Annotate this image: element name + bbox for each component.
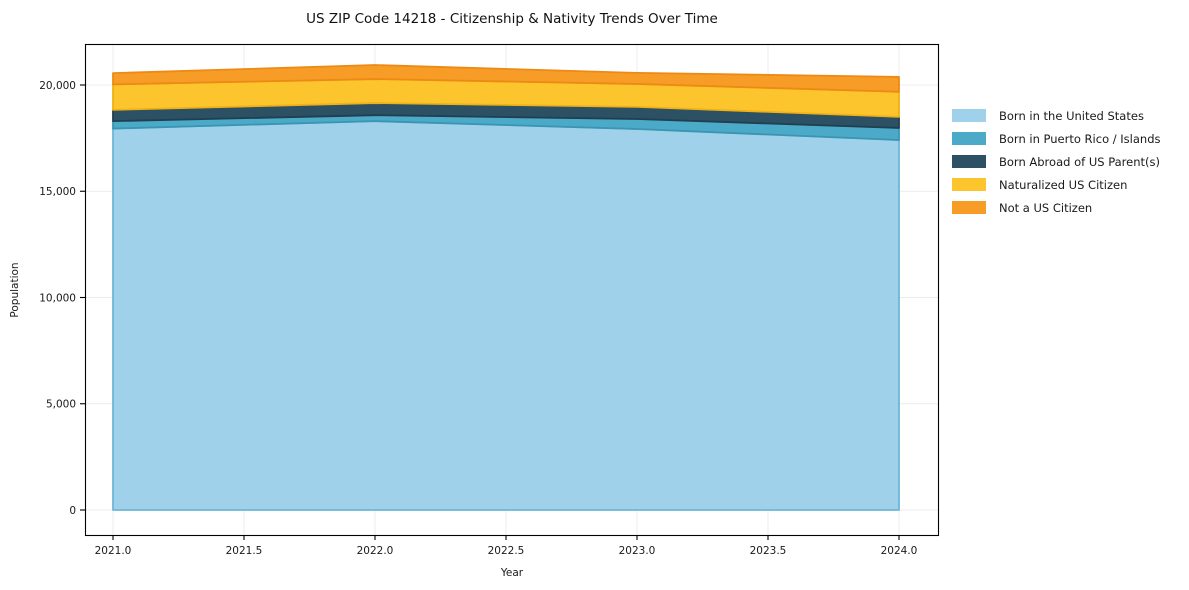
legend-item-1: Born in Puerto Rico / Islands (952, 127, 1161, 150)
legend-label: Born in Puerto Rico / Islands (999, 131, 1161, 146)
legend-swatch-icon (952, 178, 986, 191)
legend: Born in the United States Born in Puerto … (952, 104, 1161, 219)
y-tick-label: 0 (69, 505, 76, 517)
legend-label: Born in the United States (999, 108, 1144, 123)
legend-label: Naturalized US Citizen (999, 177, 1128, 192)
legend-label: Born Abroad of US Parent(s) (999, 154, 1160, 169)
legend-item-0: Born in the United States (952, 104, 1161, 127)
y-axis-label: Population (9, 262, 21, 317)
legend-swatch-icon (952, 201, 986, 214)
x-tick-label: 2023.0 (619, 545, 656, 557)
legend-swatch-icon (952, 132, 986, 145)
y-tick-label: 5,000 (46, 399, 76, 411)
plot-border (84, 43, 940, 537)
x-tick-label: 2022.5 (488, 545, 525, 557)
stacked-areas (112, 64, 900, 511)
x-tick-label: 2021.0 (95, 545, 132, 557)
legend-swatch-icon (952, 155, 986, 168)
axis-ticks: 2021.0 2021.5 2022.0 2022.5 2023.0 2023.5 2024… (39, 80, 917, 557)
legend-swatch-icon (952, 109, 986, 122)
area-series-0 (112, 120, 900, 511)
legend-item-3: Naturalized US Citizen (952, 173, 1161, 196)
x-axis-label: Year (500, 567, 524, 579)
x-tick-label: 2023.5 (750, 545, 787, 557)
x-tick-label: 2024.0 (881, 545, 918, 557)
chart-title: US ZIP Code 14218 - Citizenship & Nativi… (306, 11, 718, 27)
legend-item-2: Born Abroad of US Parent(s) (952, 150, 1161, 173)
x-tick-label: 2022.0 (357, 545, 394, 557)
x-tick-label: 2021.5 (226, 545, 263, 557)
y-tick-label: 10,000 (39, 292, 76, 304)
y-tick-label: 20,000 (39, 80, 76, 92)
legend-item-4: Not a US Citizen (952, 196, 1161, 219)
legend-label: Not a US Citizen (999, 200, 1093, 215)
area-series-4 (112, 64, 900, 93)
y-tick-label: 15,000 (39, 186, 76, 198)
